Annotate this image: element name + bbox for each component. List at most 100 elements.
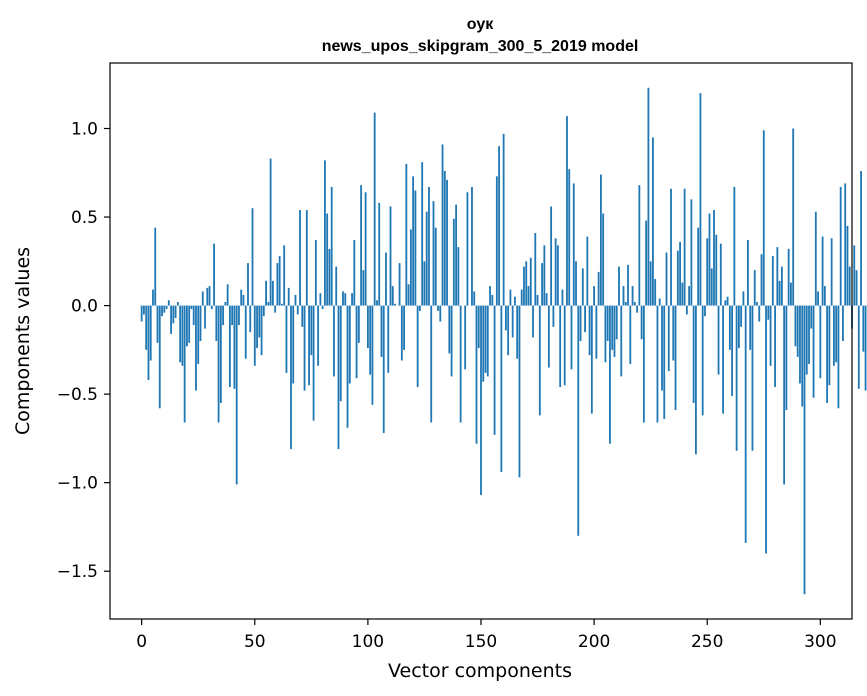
bar <box>658 298 661 306</box>
bar <box>504 305 507 331</box>
bar <box>692 305 695 403</box>
bar <box>364 192 367 306</box>
x-axis: 0 50 100 150 200 250 300 <box>136 619 837 652</box>
bar <box>654 279 657 306</box>
bar <box>817 291 819 306</box>
bar <box>541 263 543 306</box>
bar <box>674 305 677 411</box>
y-tick-label: 0.0 <box>71 297 98 317</box>
bar <box>864 305 867 391</box>
bar <box>219 305 222 403</box>
bar <box>627 264 629 306</box>
bar <box>226 284 229 306</box>
bar <box>523 266 525 306</box>
bar <box>428 186 430 306</box>
bar <box>695 305 697 455</box>
x-tick-label: 150 <box>465 632 497 652</box>
bar <box>848 266 851 306</box>
bar <box>581 268 584 306</box>
bar <box>412 176 415 306</box>
bar <box>579 305 582 341</box>
bar <box>369 305 372 375</box>
bar <box>473 291 476 306</box>
bar <box>346 305 349 428</box>
x-tick-label: 300 <box>804 632 836 652</box>
bar <box>536 294 539 306</box>
bar-series <box>140 87 867 595</box>
bar <box>602 213 605 306</box>
bar <box>545 293 548 306</box>
bar <box>599 174 602 306</box>
bar <box>835 305 838 363</box>
bar <box>308 305 310 386</box>
bar <box>613 305 616 357</box>
bar <box>405 163 408 306</box>
bar <box>525 261 528 306</box>
bar <box>145 305 148 350</box>
bar <box>742 291 745 306</box>
bar <box>794 305 797 347</box>
bar <box>783 305 786 485</box>
bar <box>357 305 360 343</box>
bar <box>290 305 292 450</box>
bar <box>810 305 813 329</box>
bar <box>566 116 568 306</box>
x-tick-label: 0 <box>136 632 147 652</box>
bar <box>238 305 240 326</box>
bar <box>726 296 729 306</box>
bar <box>740 305 743 327</box>
bar <box>398 263 401 306</box>
bar <box>337 305 340 450</box>
bar <box>247 263 249 306</box>
bar <box>443 171 446 306</box>
bar <box>645 220 648 306</box>
bar <box>199 305 202 341</box>
bar <box>421 162 424 306</box>
bar <box>351 293 353 306</box>
bar <box>697 227 700 306</box>
chart-subtitle: news_upos_skipgram_300_5_2019 model <box>322 38 639 55</box>
bar <box>380 305 383 357</box>
bar <box>233 305 236 389</box>
bar <box>826 305 829 403</box>
bar <box>475 305 478 444</box>
bar <box>317 305 320 366</box>
bar <box>493 305 496 435</box>
bar <box>787 248 790 306</box>
bar <box>672 305 675 361</box>
bar <box>563 305 566 386</box>
bar <box>455 204 458 306</box>
bar <box>737 305 740 349</box>
bar <box>514 296 516 306</box>
bar <box>837 305 840 409</box>
bar <box>663 305 666 419</box>
bar <box>165 305 168 310</box>
bar <box>823 286 826 306</box>
bar <box>276 263 279 306</box>
bar <box>812 305 815 398</box>
bar <box>683 188 686 306</box>
bar <box>140 305 143 322</box>
bar <box>527 286 530 306</box>
bar <box>704 305 706 317</box>
bar <box>242 294 245 306</box>
bar <box>143 305 145 315</box>
bar <box>394 303 396 306</box>
bar <box>400 305 403 361</box>
bar <box>265 280 267 306</box>
bar <box>805 305 808 375</box>
bar <box>382 305 385 434</box>
bar <box>387 305 390 373</box>
bar <box>152 289 154 306</box>
bar <box>287 287 290 306</box>
bar <box>434 227 437 306</box>
bar <box>312 305 315 421</box>
bar <box>170 305 172 334</box>
bar <box>258 305 261 338</box>
bar <box>371 305 374 405</box>
bar <box>147 305 150 380</box>
bar <box>846 225 849 306</box>
y-tick-label: 1.0 <box>71 120 98 140</box>
bar <box>620 305 623 377</box>
